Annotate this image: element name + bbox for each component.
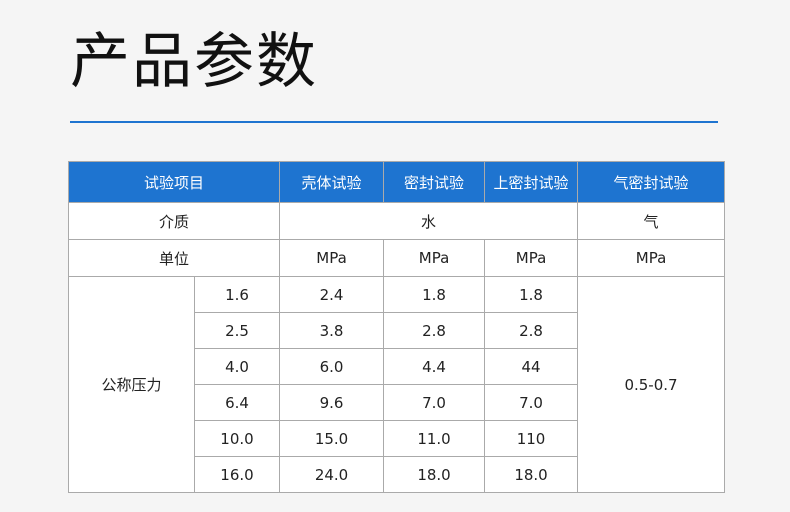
cell: 16.0 bbox=[193, 456, 281, 493]
cell: 18.0 bbox=[484, 456, 579, 493]
cell: 11.0 bbox=[383, 420, 486, 457]
cell: 6.0 bbox=[279, 348, 385, 385]
medium-label: 介质 bbox=[67, 202, 281, 240]
cell: 1.8 bbox=[383, 276, 486, 313]
cell: 1.6 bbox=[193, 276, 281, 313]
cell: 1.8 bbox=[484, 276, 579, 313]
pressure-row: 16.0 24.0 18.0 18.0 bbox=[69, 456, 725, 493]
cell: 9.6 bbox=[279, 384, 385, 421]
cell: 18.0 bbox=[383, 456, 486, 493]
cell: 44 bbox=[484, 348, 579, 385]
header-gas-seal-test: 气密封试验 bbox=[577, 161, 726, 203]
cell: 15.0 bbox=[279, 420, 385, 457]
medium-gas: 气 bbox=[577, 202, 726, 240]
cell: 7.0 bbox=[484, 384, 579, 421]
title-divider bbox=[70, 121, 718, 123]
page-title: 产品参数 bbox=[70, 27, 318, 97]
cell: 3.8 bbox=[279, 312, 385, 349]
cell: 7.0 bbox=[383, 384, 486, 421]
cell: 10.0 bbox=[193, 420, 281, 457]
gas-pressure-value: 0.5-0.7 bbox=[577, 276, 726, 493]
medium-row: 介质 水 气 bbox=[67, 202, 726, 240]
unit-cell: MPa bbox=[383, 239, 486, 277]
header-row: 试验项目 壳体试验 密封试验 上密封试验 气密封试验 bbox=[67, 161, 726, 203]
cell: 24.0 bbox=[279, 456, 385, 493]
cell: 2.8 bbox=[383, 312, 486, 349]
unit-row: 单位 MPa MPa MPa MPa bbox=[67, 239, 726, 277]
cell: 6.4 bbox=[193, 384, 281, 421]
pressure-row: 公称压力 1.6 2.4 1.8 1.8 0.5-0.7 bbox=[68, 276, 726, 493]
parameter-table: 试验项目 壳体试验 密封试验 上密封试验 气密封试验 介质 水 气 单位 MPa… bbox=[67, 161, 726, 493]
cell: 2.8 bbox=[484, 312, 579, 349]
medium-water: 水 bbox=[279, 202, 579, 240]
header-test-item: 试验项目 bbox=[67, 161, 281, 203]
unit-label: 单位 bbox=[67, 239, 281, 277]
cell: 4.0 bbox=[193, 348, 281, 385]
unit-cell: MPa bbox=[484, 239, 579, 277]
pressure-row: 10.0 15.0 11.0 110 bbox=[69, 420, 725, 457]
unit-cell: MPa bbox=[577, 239, 726, 277]
header-seal-test: 密封试验 bbox=[383, 161, 486, 203]
header-upper-seal-test: 上密封试验 bbox=[484, 161, 579, 203]
pressure-row: 6.4 9.6 7.0 7.0 bbox=[69, 384, 725, 421]
unit-cell: MPa bbox=[279, 239, 385, 277]
cell: 2.4 bbox=[279, 276, 385, 313]
cell: 110 bbox=[484, 420, 579, 457]
cell: 2.5 bbox=[193, 312, 281, 349]
pressure-label: 公称压力 bbox=[68, 276, 195, 493]
pressure-row: 4.0 6.0 4.4 44 bbox=[69, 348, 725, 385]
cell: 4.4 bbox=[383, 348, 486, 385]
header-shell-test: 壳体试验 bbox=[279, 161, 385, 203]
pressure-row: 2.5 3.8 2.8 2.8 bbox=[69, 312, 725, 349]
